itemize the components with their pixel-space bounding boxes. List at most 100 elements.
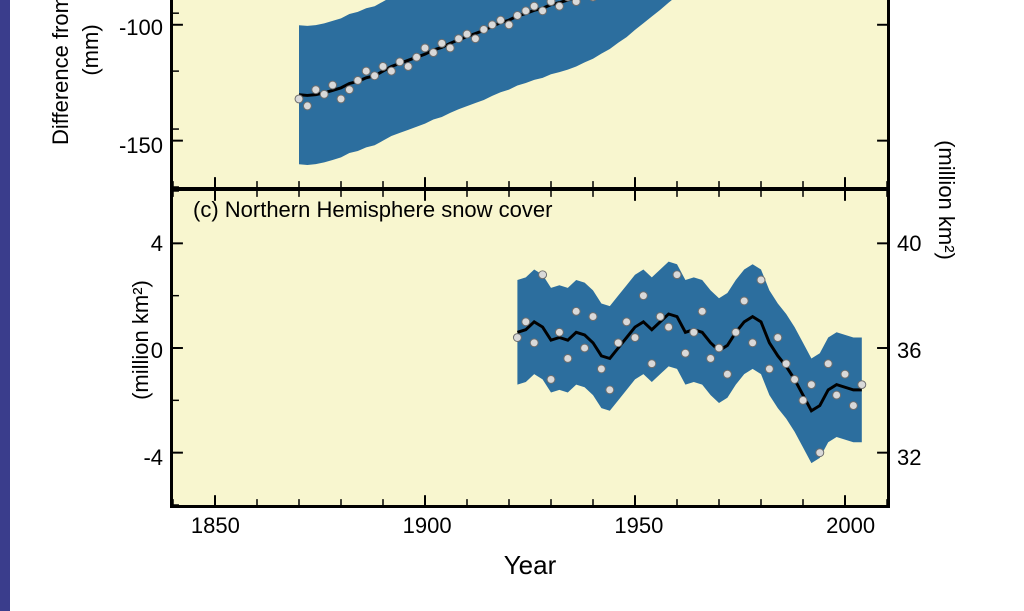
data-point xyxy=(673,271,681,279)
data-point xyxy=(639,292,647,300)
x-tick-label: 1950 xyxy=(614,513,663,539)
data-point xyxy=(572,307,580,315)
data-point xyxy=(648,360,656,368)
data-point xyxy=(413,53,421,61)
uncertainty-band xyxy=(299,0,862,165)
page-root: -150-100-50 (c) Northern Hemisphere snow… xyxy=(0,0,1024,611)
data-point xyxy=(757,276,765,284)
data-point xyxy=(597,365,605,373)
data-point xyxy=(774,334,782,342)
data-point xyxy=(656,313,664,321)
data-point xyxy=(858,381,866,389)
data-point xyxy=(749,339,757,347)
data-point xyxy=(421,44,429,52)
data-point xyxy=(564,355,572,363)
data-point xyxy=(387,67,395,75)
data-point xyxy=(698,307,706,315)
data-point xyxy=(547,0,555,6)
data-point xyxy=(690,328,698,336)
data-point xyxy=(513,12,521,20)
data-point xyxy=(707,355,715,363)
data-point xyxy=(505,21,513,29)
data-point xyxy=(446,44,454,52)
data-point xyxy=(807,381,815,389)
data-point xyxy=(782,360,790,368)
data-point xyxy=(371,72,379,80)
y-label-difference: Difference from xyxy=(48,0,74,200)
sea-level-panel: -150-100-50 xyxy=(170,0,890,190)
data-point xyxy=(530,2,538,10)
left-border-stripe xyxy=(0,0,10,611)
data-point xyxy=(522,318,530,326)
y-tick-label-right: 36 xyxy=(897,338,921,364)
data-point xyxy=(723,370,731,378)
data-point xyxy=(379,63,387,71)
data-point xyxy=(513,334,521,342)
data-point xyxy=(329,81,337,89)
snow-cover-title: (c) Northern Hemisphere snow cover xyxy=(193,197,552,223)
data-point xyxy=(799,396,807,404)
x-axis-label: Year xyxy=(170,550,890,581)
x-tick-label: 1900 xyxy=(403,513,452,539)
data-point xyxy=(354,76,362,84)
sea-level-chart xyxy=(173,0,887,187)
data-point xyxy=(791,375,799,383)
data-point xyxy=(455,35,463,43)
snow-cover-panel: (c) Northern Hemisphere snow cover -4043… xyxy=(170,188,890,508)
y-tick-label-right: 32 xyxy=(897,445,921,471)
data-point xyxy=(589,313,597,321)
data-point xyxy=(555,328,563,336)
data-point xyxy=(681,349,689,357)
data-point xyxy=(539,271,547,279)
data-point xyxy=(404,63,412,71)
data-point xyxy=(849,402,857,410)
snow-cover-chart xyxy=(173,191,887,505)
data-point xyxy=(497,16,505,24)
data-point xyxy=(740,297,748,305)
data-point xyxy=(522,7,530,15)
data-point xyxy=(623,318,631,326)
data-point xyxy=(463,30,471,38)
data-point xyxy=(539,7,547,15)
y-label-million-km2-right: (million km²) xyxy=(933,120,959,280)
y-label-million-km2-left: (million km²) xyxy=(128,260,154,420)
data-point xyxy=(824,360,832,368)
data-point xyxy=(606,386,614,394)
x-tick-label: 1850 xyxy=(191,513,240,539)
data-point xyxy=(396,58,404,66)
data-point xyxy=(715,344,723,352)
data-point xyxy=(732,328,740,336)
data-point xyxy=(345,86,353,94)
data-point xyxy=(572,0,580,6)
data-point xyxy=(429,49,437,57)
y-tick-label: -100 xyxy=(119,15,163,41)
data-point xyxy=(816,449,824,457)
y-tick-label: -4 xyxy=(143,445,163,471)
data-point xyxy=(337,95,345,103)
y-tick-label: 4 xyxy=(151,231,163,257)
data-point xyxy=(631,334,639,342)
figure-outer: -150-100-50 (c) Northern Hemisphere snow… xyxy=(10,0,1004,611)
y-label-mm-unit: (mm) xyxy=(78,0,104,130)
data-point xyxy=(581,344,589,352)
data-point xyxy=(438,39,446,47)
data-point xyxy=(614,339,622,347)
data-point xyxy=(362,67,370,75)
data-point xyxy=(488,21,496,29)
y-tick-label-right: 40 xyxy=(897,231,921,257)
data-point xyxy=(833,391,841,399)
data-point xyxy=(480,25,488,33)
data-point xyxy=(320,90,328,98)
x-tick-label: 2000 xyxy=(826,513,875,539)
y-tick-label: -150 xyxy=(119,133,163,159)
data-point xyxy=(312,86,320,94)
data-point xyxy=(665,323,673,331)
data-point xyxy=(303,102,311,110)
data-point xyxy=(295,95,303,103)
data-point xyxy=(471,35,479,43)
data-point xyxy=(841,370,849,378)
data-point xyxy=(765,365,773,373)
data-point xyxy=(530,339,538,347)
data-point xyxy=(547,375,555,383)
data-point xyxy=(555,2,563,10)
